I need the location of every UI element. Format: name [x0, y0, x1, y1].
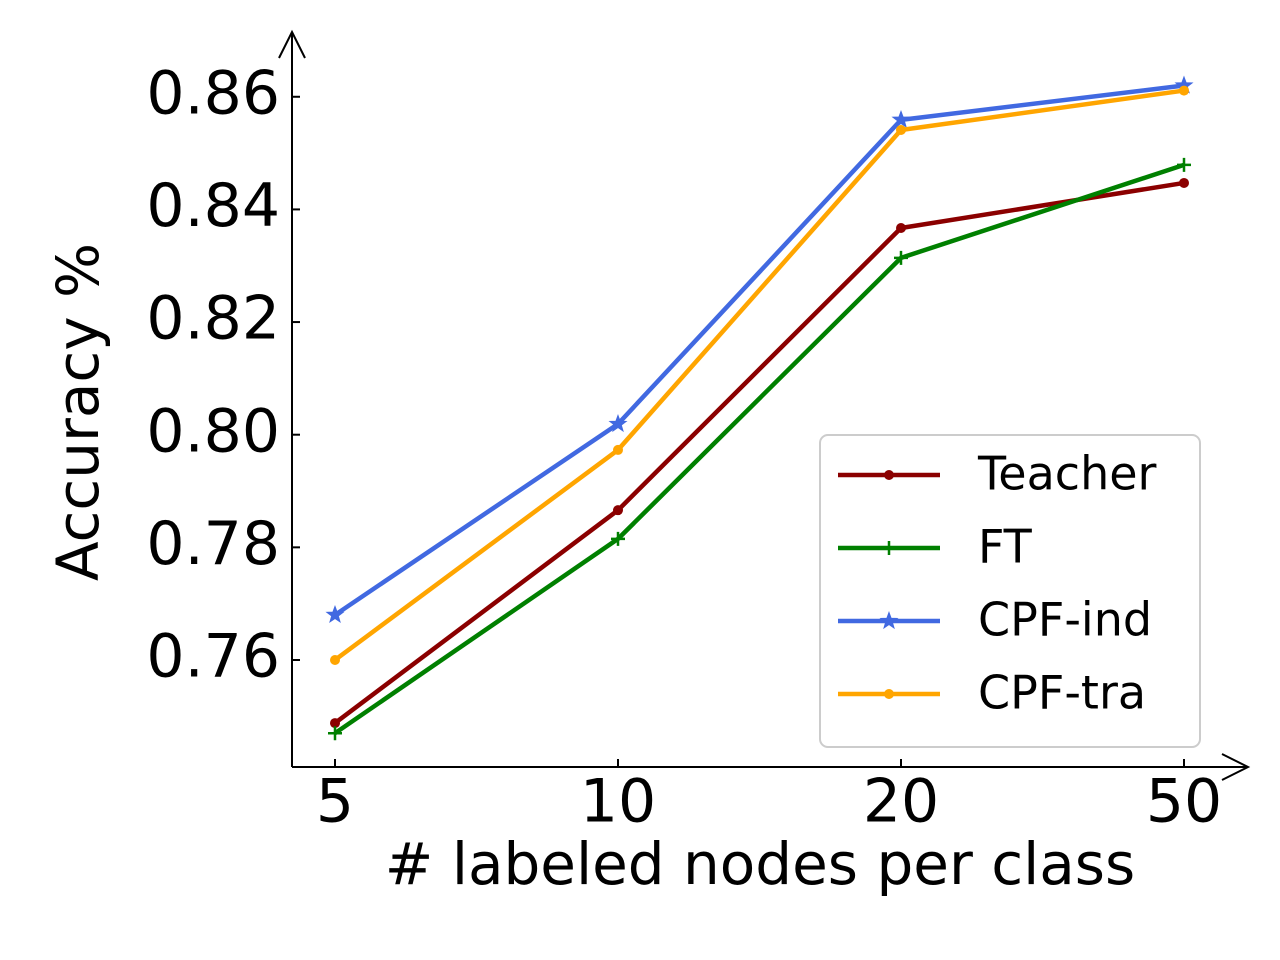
- data-point: [325, 604, 345, 623]
- x-axis-label: # labeled nodes per class: [385, 830, 1135, 898]
- data-point: [608, 414, 628, 433]
- legend-marker: [879, 611, 899, 630]
- x-axis-arrow: [1221, 753, 1251, 781]
- legend-label: CPF-tra: [978, 666, 1146, 720]
- x-tick-label: 50: [1146, 767, 1222, 837]
- data-point: [896, 125, 906, 135]
- series-line: [333, 83, 1185, 617]
- legend-label: Teacher: [977, 447, 1157, 501]
- y-tick-label: 0.82: [146, 284, 280, 354]
- legend-marker: [884, 470, 894, 480]
- data-point: [613, 444, 623, 455]
- data-point: [1177, 157, 1191, 172]
- x-tick-label: 5: [316, 767, 354, 837]
- legend-box: [819, 434, 1201, 748]
- y-axis-label: Accuracy %: [44, 243, 112, 581]
- y-tick-label: 0.86: [146, 58, 280, 128]
- y-tick-label: 0.80: [146, 396, 280, 466]
- y-tick-label: 0.84: [146, 171, 280, 241]
- legend-label: FT: [978, 520, 1033, 574]
- data-point: [330, 654, 340, 665]
- data-point: [896, 223, 906, 233]
- series-line: [333, 180, 1185, 725]
- legend-marker: [884, 689, 894, 699]
- data-point: [1179, 85, 1189, 96]
- x-tick-label: 20: [863, 767, 939, 837]
- data-point: [330, 718, 340, 729]
- y-tick-label: 0.78: [146, 509, 280, 579]
- data-point: [1179, 177, 1189, 188]
- data-point: [613, 505, 623, 516]
- data-point: [328, 726, 342, 741]
- y-axis-arrow: [278, 29, 306, 59]
- legend-marker: [882, 541, 896, 555]
- data-point: [611, 531, 625, 546]
- series-line: [333, 88, 1185, 662]
- data-point: [894, 250, 908, 265]
- y-tick-label: 0.76: [146, 622, 280, 692]
- series-line: [333, 162, 1185, 736]
- legend-label: CPF-ind: [978, 593, 1152, 647]
- data-point: [891, 109, 911, 128]
- x-tick-label: 10: [580, 767, 656, 837]
